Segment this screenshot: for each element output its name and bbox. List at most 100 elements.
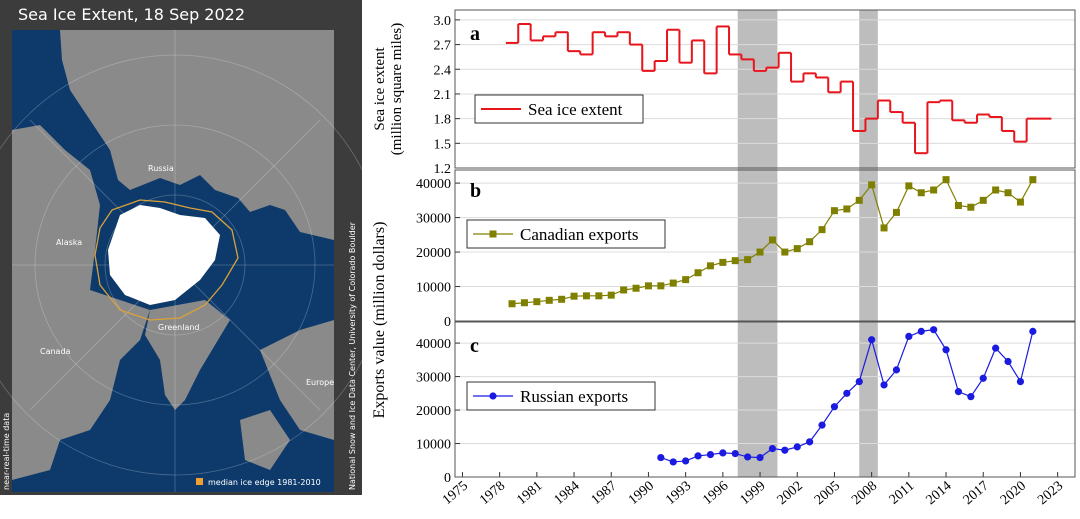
y-tick-label: 30000 xyxy=(416,371,451,386)
land xyxy=(12,30,334,480)
region-label: Russia xyxy=(148,164,174,173)
legend-marker xyxy=(489,230,497,238)
y-tick-label: 3.0 xyxy=(434,14,452,29)
marker xyxy=(1004,357,1012,366)
legend-label: Sea ice extent xyxy=(528,100,623,119)
marker xyxy=(669,458,677,466)
marker xyxy=(917,327,925,335)
panel-letter: b xyxy=(470,180,481,202)
marker xyxy=(1029,327,1037,335)
x-tick-label: 1996 xyxy=(700,479,731,508)
marker xyxy=(1029,176,1037,184)
marker xyxy=(979,196,987,204)
y-tick-label: 30000 xyxy=(416,212,451,227)
marker xyxy=(520,299,528,307)
marker xyxy=(781,446,789,454)
x-tick-label: 1993 xyxy=(663,479,694,508)
marker xyxy=(967,203,975,211)
region-label: Greenland xyxy=(158,323,200,332)
marker xyxy=(620,286,628,294)
marker xyxy=(694,452,702,460)
marker xyxy=(1004,189,1012,197)
panel-frame xyxy=(454,9,1076,169)
marker xyxy=(545,296,553,304)
marker xyxy=(1016,377,1025,386)
marker xyxy=(719,258,727,266)
sea-ice xyxy=(108,205,220,305)
marker xyxy=(930,326,938,334)
marker xyxy=(843,205,851,213)
marker xyxy=(694,269,702,277)
y-tick-label: 1.5 xyxy=(434,137,452,152)
y-axis-title: Sea ice extent xyxy=(372,47,388,131)
marker xyxy=(954,388,963,396)
marker xyxy=(855,196,863,204)
panel-frame xyxy=(454,169,1076,322)
map-legend: median ice edge 1981-2010 xyxy=(208,478,321,487)
marker xyxy=(855,377,863,386)
marker xyxy=(868,181,876,189)
marker xyxy=(644,282,652,290)
x-tick-label: 2011 xyxy=(887,479,918,508)
marker xyxy=(892,366,901,374)
y-tick-label: 1.2 xyxy=(434,162,452,177)
x-tick-label: 1990 xyxy=(626,479,657,508)
marker xyxy=(768,444,777,453)
y-tick-label: 40000 xyxy=(416,177,451,192)
marker xyxy=(682,457,690,465)
x-tick-label: 2008 xyxy=(849,479,880,508)
y-tick-label: 20000 xyxy=(416,246,451,261)
y-tick-label: 2.7 xyxy=(434,39,452,54)
marker xyxy=(930,186,938,194)
x-tick-label: 1999 xyxy=(738,479,769,508)
panel-frame xyxy=(454,321,1076,478)
marker xyxy=(1016,198,1024,206)
legend-swatch xyxy=(196,478,203,485)
marker xyxy=(558,295,566,303)
marker xyxy=(595,292,603,300)
region-label: Europe xyxy=(306,378,334,387)
marker xyxy=(582,292,590,300)
marker xyxy=(756,453,764,462)
marker xyxy=(954,202,962,210)
marker xyxy=(917,189,925,197)
marker xyxy=(806,438,814,446)
marker xyxy=(657,282,665,290)
y-axis-title: (million square miles) xyxy=(389,23,405,155)
x-tick-label: 1984 xyxy=(552,479,583,508)
region-label: Canada xyxy=(40,347,71,356)
highlight-band xyxy=(859,10,878,477)
region-label: Alaska xyxy=(56,238,82,247)
marker xyxy=(744,256,752,264)
panel-letter: c xyxy=(470,335,479,357)
marker xyxy=(657,453,665,462)
panel-letter: a xyxy=(470,23,480,45)
marker xyxy=(756,248,764,256)
y-axis-title: Exports value (million dollars) xyxy=(371,222,388,419)
y-tick-label: 0 xyxy=(444,315,451,330)
side-note: near-real-time data xyxy=(2,413,11,490)
marker xyxy=(570,292,578,300)
marker xyxy=(880,224,888,232)
side-note: National Snow and Ice Data Center, Unive… xyxy=(348,221,357,490)
marker xyxy=(868,336,876,344)
x-tick-label: 1981 xyxy=(514,479,545,508)
marker xyxy=(508,300,516,308)
marker xyxy=(793,245,801,253)
marker xyxy=(830,403,839,411)
marker xyxy=(744,453,752,461)
y-tick-label: 10000 xyxy=(416,438,451,453)
legend-label: Canadian exports xyxy=(520,225,639,244)
map-panel: Sea Ice Extent, 18 Sep 2022 Russia Alask… xyxy=(0,0,386,495)
marker xyxy=(768,236,776,244)
legend-marker xyxy=(489,392,497,400)
marker xyxy=(731,449,739,458)
marker xyxy=(781,248,789,256)
median-ice-edge xyxy=(94,199,239,321)
x-tick-label: 2023 xyxy=(1035,479,1066,508)
marker xyxy=(706,450,715,459)
y-tick-label: 2.4 xyxy=(434,63,452,78)
panel: 0 10000 20000 30000 40000 b Canadian exports xyxy=(416,169,1076,330)
marker xyxy=(719,449,727,457)
